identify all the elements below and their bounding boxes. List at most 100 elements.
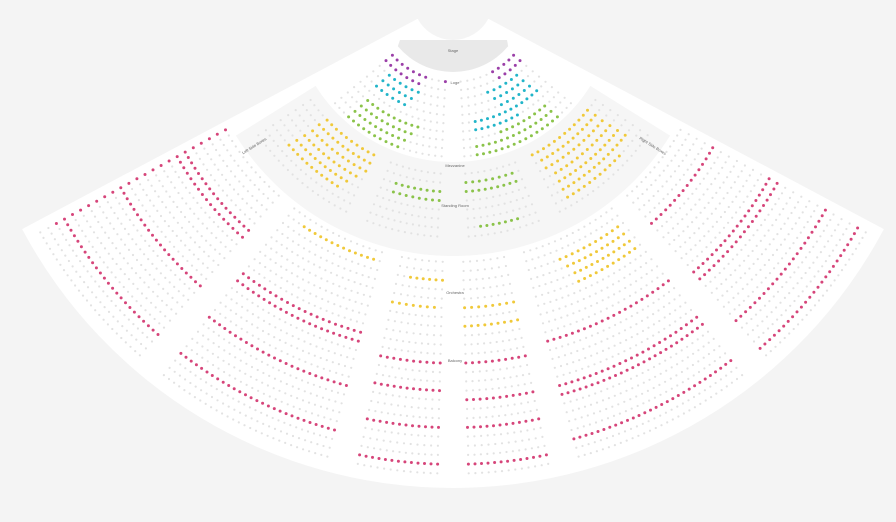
seat-available[interactable]	[146, 324, 150, 328]
seat-available[interactable]	[849, 237, 853, 241]
seat-available[interactable]	[371, 103, 375, 106]
seat-available[interactable]	[563, 131, 567, 135]
seat-available[interactable]	[772, 187, 776, 191]
seat-available[interactable]	[409, 461, 413, 464]
seat-available[interactable]	[761, 188, 765, 192]
seat-available[interactable]	[378, 137, 382, 141]
seat-available[interactable]	[611, 148, 615, 152]
seat-available[interactable]	[516, 83, 520, 87]
seat-available[interactable]	[464, 190, 468, 193]
seat-available[interactable]	[724, 362, 728, 366]
seat-available[interactable]	[808, 295, 812, 299]
seat-available[interactable]	[748, 305, 752, 309]
seat-available[interactable]	[385, 131, 389, 135]
seat-available[interactable]	[593, 113, 597, 117]
seat-available[interactable]	[775, 277, 779, 281]
seat-available[interactable]	[552, 337, 556, 341]
seat-available[interactable]	[365, 417, 369, 421]
seat-available[interactable]	[565, 164, 569, 168]
seat-available[interactable]	[544, 166, 548, 170]
seat-available[interactable]	[417, 196, 421, 200]
seat-available[interactable]	[588, 374, 592, 378]
seat-available[interactable]	[471, 361, 474, 365]
seat-available[interactable]	[711, 146, 715, 150]
seat-available[interactable]	[476, 323, 480, 327]
seat-available[interactable]	[600, 369, 604, 373]
seat-available[interactable]	[400, 62, 404, 66]
seat-available[interactable]	[576, 378, 580, 382]
seat-available[interactable]	[604, 129, 608, 133]
seat-available[interactable]	[384, 59, 388, 63]
seat-available[interactable]	[250, 344, 254, 348]
seat-available[interactable]	[284, 310, 288, 314]
seat-available[interactable]	[674, 330, 678, 334]
seat-available[interactable]	[71, 213, 74, 216]
seat-available[interactable]	[637, 414, 641, 417]
seat-available[interactable]	[536, 150, 540, 154]
seat-available[interactable]	[554, 171, 558, 175]
seat-available[interactable]	[375, 84, 378, 88]
seat-available[interactable]	[213, 208, 217, 212]
seat-available[interactable]	[623, 307, 627, 311]
seat-available[interactable]	[588, 324, 592, 328]
seat-available[interactable]	[241, 283, 245, 287]
seat-available[interactable]	[572, 181, 576, 185]
seat-available[interactable]	[183, 150, 187, 154]
seat-available[interactable]	[540, 158, 544, 162]
seat-available[interactable]	[232, 387, 236, 391]
seat-available[interactable]	[511, 125, 515, 129]
seat-available[interactable]	[246, 287, 250, 291]
seat-available[interactable]	[518, 59, 522, 63]
seat-available[interactable]	[224, 206, 228, 210]
seat-available[interactable]	[115, 291, 119, 295]
seat-available[interactable]	[775, 181, 779, 185]
seat-available[interactable]	[567, 184, 570, 188]
seat-available[interactable]	[612, 250, 616, 254]
seat-available[interactable]	[535, 130, 539, 134]
seat-available[interactable]	[685, 184, 689, 187]
seat-available[interactable]	[687, 387, 691, 391]
seat-available[interactable]	[596, 124, 600, 128]
seat-available[interactable]	[419, 187, 423, 191]
seat-available[interactable]	[582, 184, 586, 188]
seat-available[interactable]	[362, 127, 366, 131]
seat-available[interactable]	[571, 192, 575, 196]
seat-available[interactable]	[608, 425, 612, 429]
seat-available[interactable]	[772, 333, 776, 337]
seat-available[interactable]	[824, 275, 828, 279]
seat-available[interactable]	[438, 361, 442, 365]
seat-available[interactable]	[411, 195, 415, 199]
seat-available[interactable]	[239, 337, 243, 341]
seat-available[interactable]	[302, 369, 306, 373]
seat-available[interactable]	[558, 335, 562, 339]
seat-available[interactable]	[221, 380, 225, 384]
seat-available[interactable]	[758, 209, 762, 213]
seat-available[interactable]	[486, 461, 490, 465]
seat-available[interactable]	[654, 405, 658, 409]
seat-available[interactable]	[136, 213, 139, 217]
seat-available[interactable]	[334, 322, 337, 326]
seat-available[interactable]	[210, 374, 214, 377]
seat-available[interactable]	[405, 386, 409, 390]
seat-available[interactable]	[700, 322, 704, 326]
seat-available[interactable]	[560, 392, 564, 396]
seat-available[interactable]	[372, 418, 376, 422]
seat-available[interactable]	[354, 174, 358, 178]
seat-available[interactable]	[572, 123, 576, 127]
seat-available[interactable]	[431, 198, 434, 202]
seat-available[interactable]	[588, 181, 592, 184]
seat-available[interactable]	[703, 273, 707, 277]
seat-available[interactable]	[619, 138, 623, 142]
seat-available[interactable]	[418, 304, 422, 308]
seat-available[interactable]	[466, 425, 469, 429]
seat-available[interactable]	[690, 319, 694, 323]
seat-available[interactable]	[477, 188, 481, 192]
seat-available[interactable]	[575, 156, 579, 160]
seat-available[interactable]	[567, 151, 570, 155]
seat-available[interactable]	[320, 424, 324, 428]
seat-available[interactable]	[602, 157, 606, 161]
seat-available[interactable]	[409, 132, 413, 136]
seat-available[interactable]	[804, 300, 808, 304]
seat-available[interactable]	[518, 392, 522, 396]
seat-available[interactable]	[710, 253, 714, 257]
